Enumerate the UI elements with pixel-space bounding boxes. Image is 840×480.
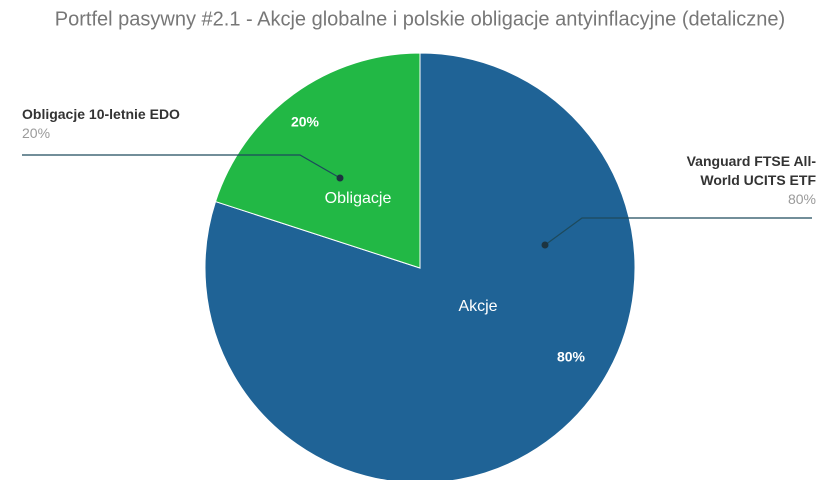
callout-name: Vanguard FTSE All-World UCITS ETF (686, 153, 816, 188)
leader-line (544, 217, 812, 246)
callout-percent: 20% (22, 125, 51, 141)
slice-percent: 80% (557, 349, 586, 365)
leader-dot (336, 174, 344, 182)
callout-percent: 80% (787, 191, 816, 207)
leader-dot (541, 241, 549, 249)
slice-name: Obligacje (325, 190, 392, 207)
callout-name: Obligacje 10-letnie EDO (22, 106, 180, 122)
chart-title: Portfel pasywny #2.1 - Akcje globalne i … (55, 8, 785, 30)
slice-percent: 20% (291, 114, 320, 130)
slice-name: Akcje (458, 298, 497, 315)
callout: Obligacje 10-letnie EDO 20% (22, 105, 282, 143)
leader-line (22, 154, 341, 179)
pie-slice (214, 52, 421, 269)
callout: Vanguard FTSE All-World UCITS ETF 80% (656, 152, 816, 209)
